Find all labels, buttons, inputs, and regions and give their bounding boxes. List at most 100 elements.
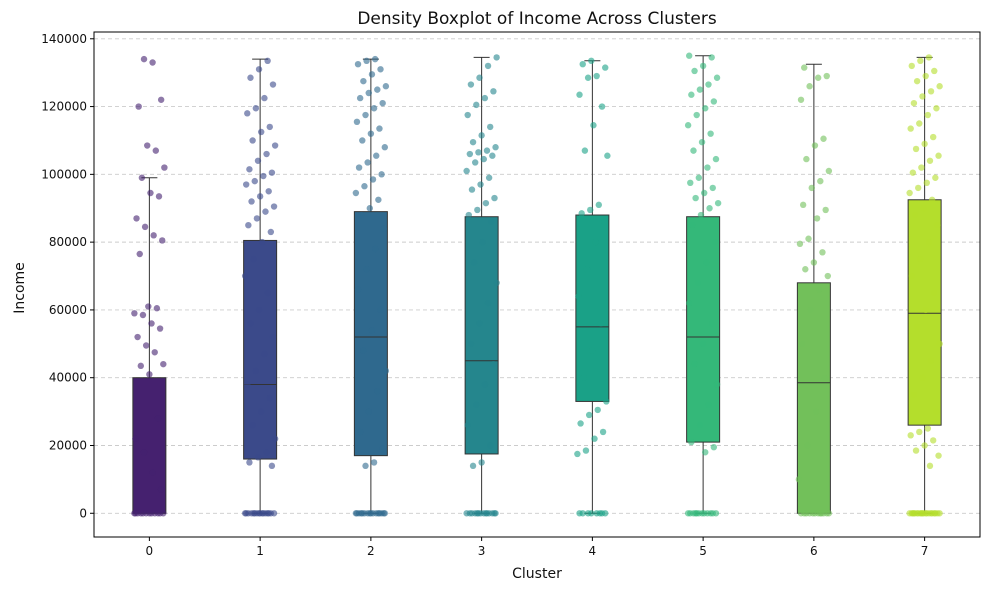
strip-point <box>160 510 167 517</box>
strip-point <box>820 135 827 142</box>
strip-point <box>923 510 930 517</box>
strip-point <box>929 437 937 444</box>
strip-point <box>245 221 252 229</box>
strip-point <box>816 286 823 293</box>
y-tick-label: 60000 <box>49 303 87 317</box>
y-tick-label: 120000 <box>41 100 87 114</box>
strip-point <box>594 406 601 414</box>
strip-point <box>808 184 815 192</box>
grid-lines <box>94 38 980 514</box>
strip-point <box>473 401 480 409</box>
strip-point <box>148 320 155 327</box>
strip-point <box>249 421 256 429</box>
strip-point <box>382 83 390 90</box>
strip-point <box>492 144 499 151</box>
strip-point <box>925 238 933 246</box>
strip-point <box>270 510 278 517</box>
x-tick-label: 3 <box>478 544 486 558</box>
strip-point <box>685 299 693 307</box>
strip-point <box>920 205 927 212</box>
strip-point <box>921 140 928 148</box>
strip-point <box>261 94 268 102</box>
strip-point <box>702 449 709 456</box>
strip-point <box>590 122 597 129</box>
strip-point <box>467 340 475 348</box>
strip-point <box>822 206 829 214</box>
strip-point <box>471 159 479 166</box>
y-tick-label: 20000 <box>49 438 87 452</box>
strip-point <box>581 147 589 154</box>
strip-point <box>602 64 609 71</box>
strip-point <box>253 215 261 222</box>
strip-point <box>693 510 700 517</box>
strip-point <box>264 57 271 65</box>
strip-point <box>795 476 803 483</box>
strip-point <box>481 94 489 102</box>
strip-point <box>377 66 384 73</box>
strip-point <box>263 449 270 456</box>
x-tick-label: 1 <box>256 544 264 558</box>
strip-point <box>467 81 475 88</box>
strip-point <box>684 122 692 129</box>
strip-point <box>931 67 938 75</box>
strip-point <box>484 299 492 307</box>
strip-point <box>251 177 258 185</box>
strip-point <box>151 349 158 356</box>
strip-point <box>463 167 470 175</box>
strip-point <box>154 510 162 517</box>
strip-point <box>914 184 922 192</box>
strip-point <box>254 454 262 461</box>
strip-point <box>270 203 278 210</box>
strip-point <box>924 111 932 119</box>
strip-point <box>260 510 267 517</box>
strip-point <box>488 218 495 225</box>
strip-point <box>909 510 917 517</box>
strip-point <box>923 179 930 187</box>
strip-point <box>379 445 386 453</box>
strip-point <box>801 510 808 517</box>
strip-point <box>493 279 500 287</box>
strip-point <box>361 183 368 190</box>
strip-point <box>242 510 250 517</box>
strip-point <box>799 201 807 209</box>
strip-point <box>246 166 253 173</box>
y-tick-label: 100000 <box>41 167 87 181</box>
strip-point <box>358 211 365 219</box>
x-axis-label: Cluster <box>512 566 562 582</box>
strip-point <box>259 238 266 246</box>
strip-point <box>247 74 254 81</box>
strip-point <box>464 111 471 119</box>
strip-point <box>363 266 370 273</box>
strip-point <box>933 408 940 415</box>
strip-point <box>599 428 607 436</box>
strip-point <box>909 169 917 176</box>
strip-point <box>823 72 830 80</box>
strip-point <box>810 259 818 266</box>
x-tick-label: 6 <box>810 544 818 558</box>
strip-point <box>710 98 718 105</box>
strip-point <box>155 193 163 200</box>
strip-point <box>368 327 376 334</box>
strip-point <box>917 255 924 263</box>
strip-point <box>469 462 477 470</box>
strip-point <box>579 510 586 517</box>
strip-point <box>912 145 920 153</box>
strip-point <box>596 510 604 517</box>
strip-point <box>490 88 497 95</box>
strip-point <box>147 189 154 197</box>
strip-point <box>819 249 826 256</box>
strip-point <box>484 62 492 70</box>
strip-point <box>696 86 704 93</box>
strip-point <box>907 432 914 439</box>
strip-point <box>265 188 272 195</box>
strip-point <box>266 394 273 402</box>
strip-point <box>464 421 471 429</box>
strip-point <box>242 181 250 188</box>
strip-point <box>684 510 692 517</box>
strip-point <box>578 210 585 217</box>
strip-point <box>576 91 583 98</box>
strip-point <box>924 425 932 432</box>
strip-point <box>135 103 142 110</box>
strip-point <box>823 510 830 517</box>
strip-points <box>131 52 943 517</box>
